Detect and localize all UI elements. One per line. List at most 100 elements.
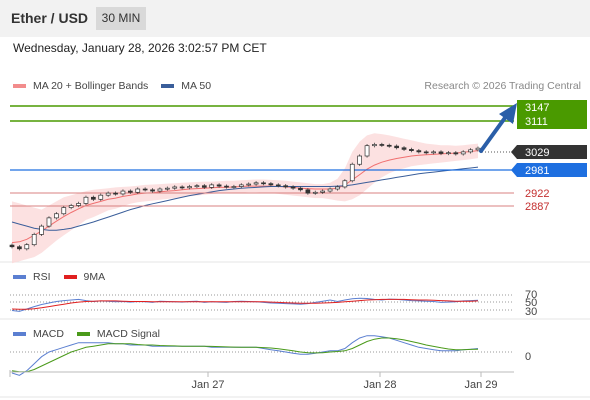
- candle-body: [446, 152, 451, 155]
- candle-body: [320, 190, 326, 193]
- rsi-9ma-line: [11, 298, 479, 310]
- rsi-line: [11, 297, 479, 312]
- candle: [246, 182, 252, 187]
- candle: [401, 146, 407, 152]
- ma50-swatch: [161, 84, 175, 88]
- candle-body: [231, 186, 237, 188]
- candle-body: [9, 244, 15, 248]
- candle: [431, 150, 436, 155]
- forecast-arrow: [479, 113, 509, 153]
- rsi-tick-30: 30: [525, 306, 537, 318]
- candle-body: [475, 147, 481, 151]
- candle-body: [468, 149, 473, 153]
- candle-body: [305, 189, 311, 194]
- candle: [61, 205, 67, 216]
- candle: [9, 243, 15, 249]
- candle: [335, 185, 340, 191]
- candle: [83, 195, 89, 206]
- x-tick-jan29: Jan 29: [464, 379, 497, 391]
- candle-body: [342, 180, 348, 188]
- candle: [24, 243, 30, 251]
- candle: [172, 185, 178, 190]
- candle: [224, 184, 229, 189]
- candle: [113, 191, 118, 196]
- legend-item-ma50: MA 50: [161, 80, 211, 92]
- candle-body: [120, 190, 126, 195]
- ma20-swatch: [13, 84, 26, 88]
- candle: [312, 190, 318, 195]
- candle: [364, 144, 370, 158]
- candle-body: [187, 186, 192, 189]
- candle-body: [164, 187, 170, 190]
- candle: [261, 181, 266, 186]
- candle-body: [54, 213, 59, 219]
- pivot-tag: [511, 163, 587, 177]
- candle: [423, 150, 429, 155]
- macd-tick-0: 0: [525, 351, 531, 363]
- candle: [305, 188, 311, 195]
- candle-body: [372, 144, 377, 147]
- candle: [201, 184, 207, 189]
- candle: [142, 187, 148, 192]
- header-bar: Ether / USD 30 MIN: [0, 0, 590, 37]
- support-2-label: 2887: [525, 201, 549, 213]
- candle-body: [216, 184, 222, 187]
- candle-body: [83, 196, 89, 204]
- candle-body: [416, 150, 422, 153]
- resistance-1-label: 3147: [525, 102, 549, 114]
- candle: [91, 195, 96, 201]
- x-tick-jan27: Jan 27: [191, 379, 224, 391]
- candle-body: [349, 163, 355, 182]
- candle-body: [17, 246, 22, 250]
- candle-body: [423, 151, 429, 154]
- last-price-label: 3029: [525, 147, 549, 159]
- candle-body: [142, 188, 148, 191]
- candle-body: [172, 186, 178, 189]
- macd-legend: MACD MACD Signal: [13, 328, 173, 340]
- candle: [157, 187, 163, 193]
- candle-body: [46, 217, 52, 227]
- candle: [275, 183, 281, 188]
- moving-averages: [11, 150, 479, 244]
- candle-body: [157, 188, 163, 192]
- candle-body: [246, 183, 252, 186]
- candle: [231, 184, 237, 189]
- candle-body: [98, 194, 104, 200]
- candle: [268, 181, 274, 187]
- candle: [446, 151, 451, 156]
- candle-body: [61, 207, 67, 215]
- candle-body: [357, 155, 363, 165]
- candle: [453, 151, 459, 156]
- credit-text: Research © 2026 Trading Central: [424, 80, 581, 92]
- legend-label: MACD Signal: [96, 328, 160, 340]
- candle-body: [194, 185, 200, 188]
- candle: [98, 193, 104, 201]
- legend-label: MA 50: [181, 80, 212, 92]
- support-1-label: 2922: [525, 188, 549, 200]
- candle-body: [39, 225, 44, 235]
- candle-body: [179, 186, 185, 189]
- candle: [298, 186, 303, 192]
- candle: [194, 184, 200, 189]
- legend-item-macd: MACD: [13, 328, 64, 340]
- macd-signal-swatch: [76, 332, 90, 336]
- candle-body: [460, 151, 466, 155]
- candle: [460, 150, 466, 156]
- candle-body: [31, 234, 37, 246]
- candle: [187, 184, 192, 190]
- candle: [253, 181, 259, 186]
- candle-body: [298, 187, 303, 191]
- timeframe-button[interactable]: 30 MIN: [96, 7, 146, 30]
- candle: [150, 188, 155, 193]
- candle-body: [209, 184, 215, 188]
- candle-body: [268, 183, 274, 186]
- macd-swatch: [13, 332, 26, 336]
- bollinger-bands: [12, 133, 478, 264]
- macd-lines: [11, 335, 479, 376]
- ma9-swatch: [63, 275, 77, 279]
- candle: [209, 183, 215, 189]
- candle: [283, 184, 289, 189]
- candle-body: [24, 244, 30, 250]
- rsi-legend: RSI 9MA: [13, 271, 118, 283]
